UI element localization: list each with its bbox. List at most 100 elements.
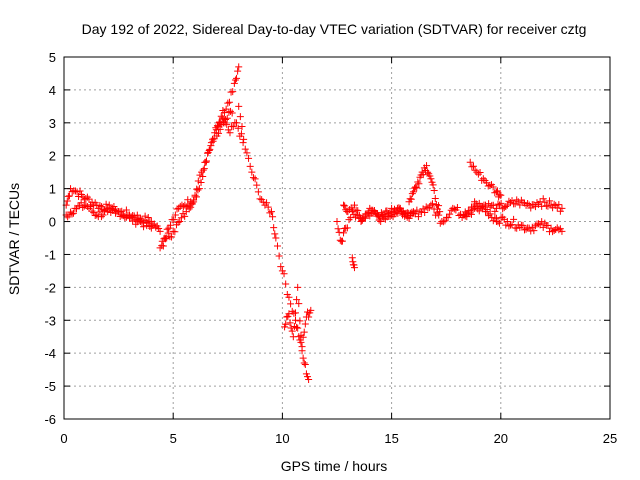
data-point	[88, 207, 96, 215]
data-point	[505, 222, 513, 230]
data-point	[245, 154, 253, 162]
data-point	[192, 193, 200, 201]
data-point	[377, 218, 385, 226]
data-point	[147, 224, 155, 232]
data-point	[267, 208, 275, 216]
data-point	[127, 213, 135, 221]
data-point	[230, 79, 238, 87]
data-point	[333, 218, 341, 226]
data-point	[231, 76, 239, 84]
data-point	[494, 187, 502, 195]
data-point	[485, 200, 493, 208]
data-point	[301, 360, 309, 368]
data-point	[144, 219, 152, 227]
data-point	[508, 197, 516, 205]
data-point	[414, 178, 422, 186]
data-point	[469, 206, 477, 214]
data-point	[435, 211, 443, 219]
data-point	[171, 228, 179, 236]
data-point	[229, 88, 237, 96]
y-tick-label: -6	[44, 412, 56, 427]
data-point	[130, 212, 138, 220]
data-point	[176, 218, 184, 226]
data-point	[497, 199, 505, 207]
data-point	[285, 293, 293, 301]
data-point	[238, 123, 246, 131]
data-point	[271, 230, 279, 238]
data-point	[266, 209, 274, 217]
data-point	[292, 309, 300, 317]
data-point	[177, 214, 185, 222]
data-point	[282, 280, 290, 288]
data-point	[349, 258, 357, 266]
data-point	[237, 130, 245, 138]
data-point	[421, 208, 429, 216]
data-point	[194, 186, 202, 194]
y-tick-label: -2	[44, 280, 56, 295]
data-point	[466, 158, 474, 166]
data-point	[82, 201, 90, 209]
data-point	[415, 180, 423, 188]
data-point	[496, 201, 504, 209]
data-point	[235, 102, 243, 110]
data-point	[439, 218, 447, 226]
y-tick-label: 3	[49, 116, 56, 131]
data-point	[224, 126, 232, 134]
data-point	[338, 237, 346, 245]
data-point	[366, 204, 374, 212]
data-point	[444, 214, 452, 222]
data-point	[188, 199, 196, 207]
data-point	[65, 211, 73, 219]
data-point	[225, 98, 233, 106]
data-point	[264, 203, 272, 211]
data-point	[165, 224, 173, 232]
data-point	[236, 113, 244, 121]
data-point	[514, 198, 522, 206]
data-point	[227, 88, 235, 96]
data-point	[441, 217, 449, 225]
data-point	[91, 211, 99, 219]
data-point	[97, 203, 105, 211]
data-point	[399, 211, 407, 219]
data-point	[93, 211, 101, 219]
data-point	[522, 225, 530, 233]
data-point	[466, 209, 474, 217]
data-point	[539, 195, 547, 203]
data-point	[436, 219, 444, 227]
data-point	[280, 270, 288, 278]
x-tick-label: 15	[384, 431, 398, 446]
y-tick-label: 1	[49, 182, 56, 197]
data-point	[73, 188, 81, 196]
x-tick-label: 25	[603, 431, 617, 446]
data-point	[491, 207, 499, 215]
data-point	[542, 202, 550, 210]
data-point	[99, 211, 107, 219]
x-tick-label: 0	[60, 431, 67, 446]
data-point	[340, 229, 348, 237]
data-point	[68, 210, 76, 218]
data-point	[494, 200, 502, 208]
data-point	[253, 181, 261, 189]
data-point	[528, 223, 536, 231]
data-point	[395, 204, 403, 212]
data-point	[248, 168, 256, 176]
data-point	[461, 208, 469, 216]
data-point	[126, 214, 134, 222]
data-point	[513, 224, 521, 232]
data-point	[285, 310, 293, 318]
data-point	[199, 166, 207, 174]
data-point	[182, 203, 190, 211]
data-point	[110, 206, 118, 214]
data-point	[558, 204, 566, 212]
data-point	[298, 343, 306, 351]
data-point	[530, 227, 538, 235]
data-point	[545, 197, 553, 205]
data-point	[269, 213, 277, 221]
data-point	[101, 206, 109, 214]
data-point	[140, 223, 148, 231]
data-point	[206, 145, 214, 153]
data-point	[343, 224, 351, 232]
data-point	[407, 195, 415, 203]
data-point	[408, 190, 416, 198]
